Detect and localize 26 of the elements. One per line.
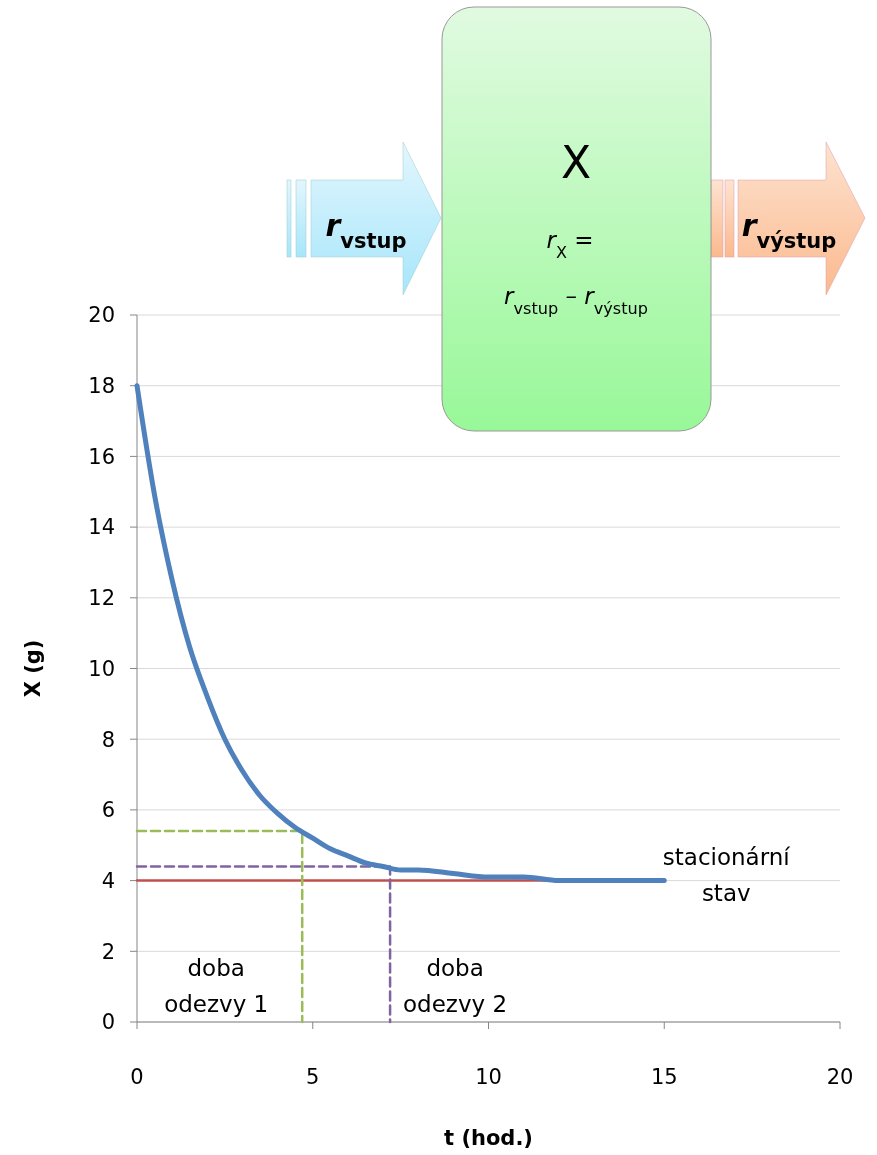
annotation: stacionární stav	[662, 843, 791, 906]
y-tick-label: 16	[88, 444, 115, 469]
y-tick-label: 8	[101, 727, 115, 752]
y-tick-label: 10	[88, 656, 115, 681]
y-tick-label: 0	[101, 1010, 115, 1035]
x-tick-label: 0	[130, 1065, 144, 1089]
annotation: r$_{vstup}$ – r$_{výstup}$	[504, 283, 648, 318]
x-tick-label: 5	[306, 1065, 320, 1089]
x-tick-label: 15	[650, 1065, 678, 1089]
y-tick-label: 2	[101, 939, 115, 964]
x-tick-label: 10	[475, 1065, 502, 1089]
text: r$_{X}$ =	[546, 227, 594, 262]
y-tick-label: 12	[88, 586, 115, 611]
y-tick-label: 18	[88, 374, 115, 399]
annotation: doba odezvy 1	[164, 955, 269, 1017]
annotation: doba odezvy 2	[403, 955, 508, 1017]
y-axis-title: X (g)	[21, 639, 45, 698]
y-tick-label: 4	[101, 868, 115, 893]
x-axis-title: t (hod.)	[444, 1126, 533, 1150]
y-tick-label: 14	[88, 515, 115, 540]
y-tick-label: 20	[88, 303, 115, 328]
x-tick-label: 20	[826, 1065, 854, 1089]
y-tick-label: 6	[101, 798, 115, 823]
text: r$_{vstup}$	[325, 208, 407, 253]
text: r$_{výstup}$	[741, 208, 837, 253]
text: X	[560, 137, 592, 188]
